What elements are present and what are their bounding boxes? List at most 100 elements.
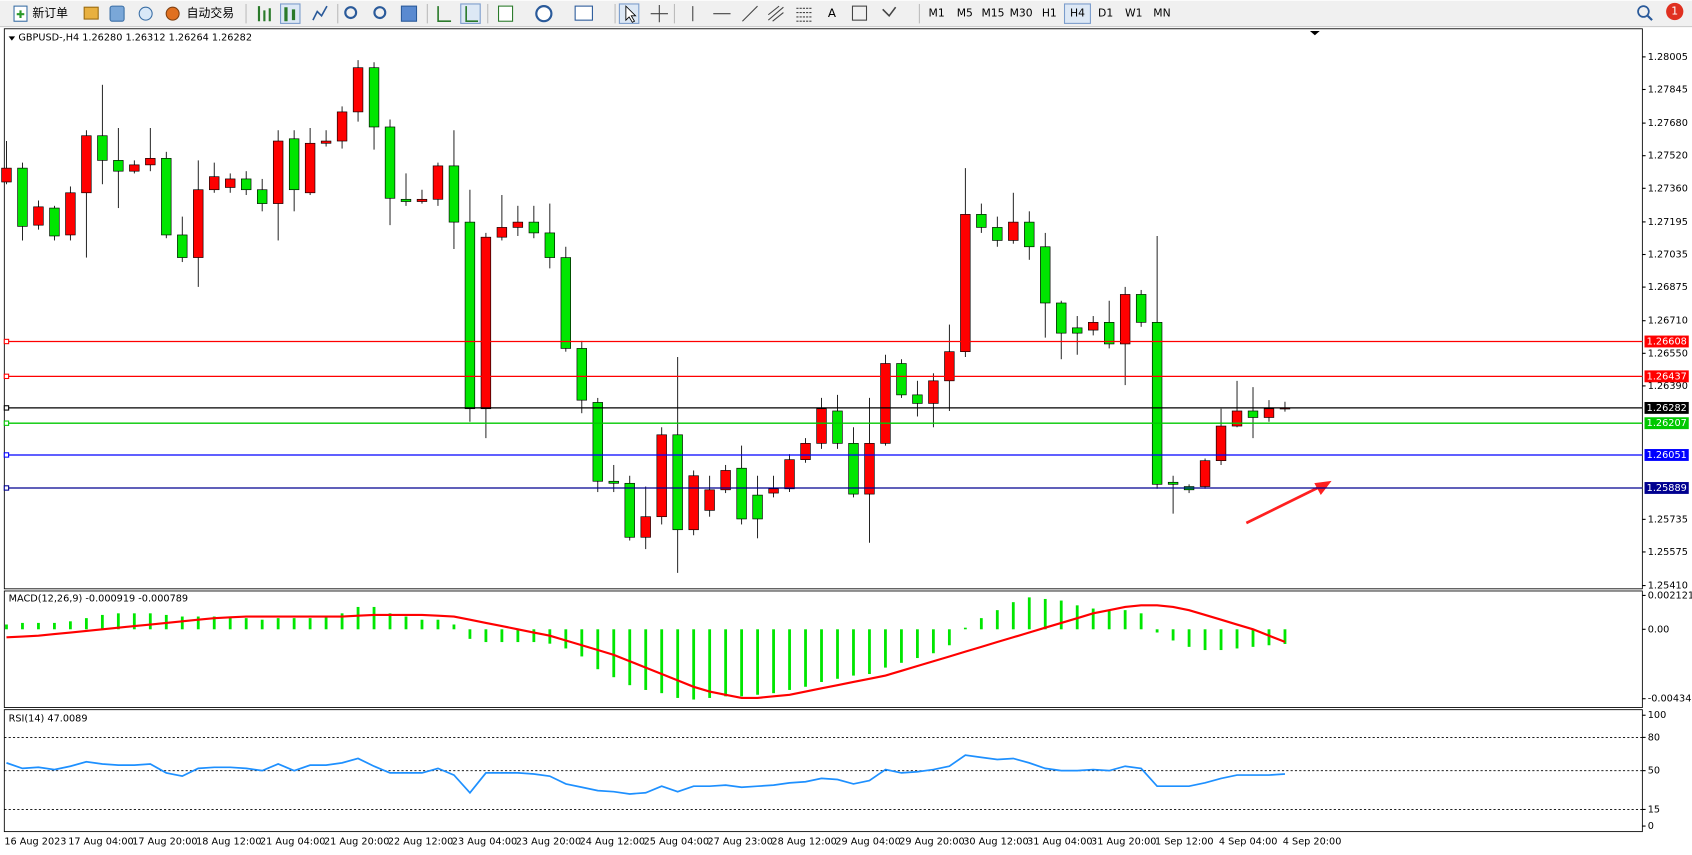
y-tick-label: 0.00 <box>1648 624 1670 635</box>
timeframe-button[interactable]: D1 <box>1098 7 1113 20</box>
notification-badge[interactable] <box>1666 2 1684 21</box>
x-tick-label: 17 Aug 04:00 <box>68 836 133 847</box>
timeframe-active <box>1063 3 1091 24</box>
macd-bar <box>196 616 200 630</box>
search-icon[interactable] <box>1637 5 1650 18</box>
candle-body <box>49 207 60 237</box>
icon-active[interactable] <box>280 3 301 24</box>
candle-body <box>992 227 1003 241</box>
macd-bar <box>516 629 520 643</box>
auto-trading-button[interactable]: 自动交易 <box>165 6 234 21</box>
timeframe-button[interactable]: M5 <box>957 7 973 20</box>
new-order-button[interactable]: 新订单 <box>13 5 68 22</box>
candle-body <box>624 482 635 538</box>
macd-bar <box>852 629 855 676</box>
macd-bar <box>1283 629 1287 644</box>
candle-body <box>81 135 92 194</box>
crosshair-icon[interactable] <box>650 5 668 23</box>
candle-body <box>33 206 44 226</box>
x-tick-label: 16 Aug 2023 <box>4 836 66 847</box>
price-label-bg <box>1644 370 1689 383</box>
macd-bar <box>484 629 488 643</box>
macd-bar <box>180 616 184 630</box>
macd-bar <box>1171 629 1175 641</box>
icon[interactable] <box>344 6 358 20</box>
icon[interactable] <box>535 5 553 23</box>
macd-bar <box>884 629 887 668</box>
candle-body <box>816 408 827 444</box>
timeframe-button[interactable]: M15 <box>981 7 1004 20</box>
icon <box>465 6 479 23</box>
macd-bar <box>244 618 248 630</box>
candle-body <box>97 135 108 161</box>
rsi-title: RSI(14) 47.0089 <box>9 713 88 724</box>
y-tick-label: 80 <box>1648 732 1660 743</box>
icon[interactable] <box>373 6 387 20</box>
icon[interactable] <box>437 6 452 23</box>
price-label: 1.26051 <box>1647 450 1687 461</box>
candle-body <box>320 140 332 144</box>
macd-bar <box>979 618 983 630</box>
icon[interactable] <box>796 7 812 22</box>
candle-body <box>512 221 524 228</box>
candle-body <box>944 351 955 382</box>
y-tick-label: 1.27035 <box>1648 250 1688 261</box>
icon[interactable] <box>851 5 868 21</box>
candle-body <box>752 494 763 520</box>
candle-body <box>304 142 316 194</box>
icon[interactable] <box>138 6 153 21</box>
text-tool[interactable]: A <box>828 6 837 20</box>
icon[interactable] <box>574 5 593 21</box>
rsi-panel <box>3 709 1643 833</box>
icon[interactable] <box>257 6 271 22</box>
macd-bar <box>37 622 40 630</box>
price-line-handle <box>3 373 10 380</box>
candle-body <box>113 160 124 172</box>
macd-bar <box>84 618 88 630</box>
icon[interactable] <box>882 6 897 18</box>
icon[interactable] <box>742 5 758 22</box>
price-line-handle <box>3 485 10 491</box>
candle-body <box>368 67 380 128</box>
price-line-handle <box>3 338 10 345</box>
y-tick-label: 1.26710 <box>1648 316 1688 327</box>
candle-body <box>704 489 715 511</box>
icon[interactable] <box>767 5 784 22</box>
macd-bar <box>1059 600 1063 630</box>
macd-bar <box>628 629 632 686</box>
timeframe-button[interactable]: W1 <box>1125 7 1143 20</box>
macd-bar <box>1011 602 1015 630</box>
timeframe-button[interactable]: H1 <box>1042 7 1057 20</box>
candle-body <box>528 221 540 234</box>
candle-body <box>720 470 731 491</box>
macd-bar <box>676 629 680 698</box>
timeframe-button[interactable]: MN <box>1153 7 1170 20</box>
macd-bar <box>1107 610 1111 630</box>
macd-bar <box>963 627 967 630</box>
price-label-bg <box>1644 335 1689 348</box>
icon[interactable] <box>312 5 328 21</box>
icon[interactable] <box>109 5 125 22</box>
icon[interactable] <box>83 6 99 20</box>
timeframe-button[interactable]: M30 <box>1010 7 1033 20</box>
candle-body <box>1024 221 1035 248</box>
icon <box>16 10 25 18</box>
price-label-bg <box>1644 482 1689 494</box>
candle-body <box>592 402 603 482</box>
timeframe-button[interactable]: M1 <box>929 7 945 20</box>
candle-body <box>1167 481 1179 485</box>
x-tick-label: 30 Aug 12:00 <box>963 836 1028 847</box>
candle-body <box>288 138 300 191</box>
candle-body <box>400 198 412 202</box>
icon[interactable] <box>400 5 418 22</box>
macd-bar <box>53 622 56 630</box>
macd-bar <box>1091 608 1095 630</box>
price-line-handle <box>3 452 10 458</box>
macd-bar <box>724 629 728 697</box>
candle-body <box>1247 410 1259 418</box>
candle-body <box>241 178 252 191</box>
timeframe-button[interactable]: H4 <box>1070 7 1085 20</box>
candle-body <box>1151 322 1163 485</box>
icon[interactable] <box>497 5 514 22</box>
